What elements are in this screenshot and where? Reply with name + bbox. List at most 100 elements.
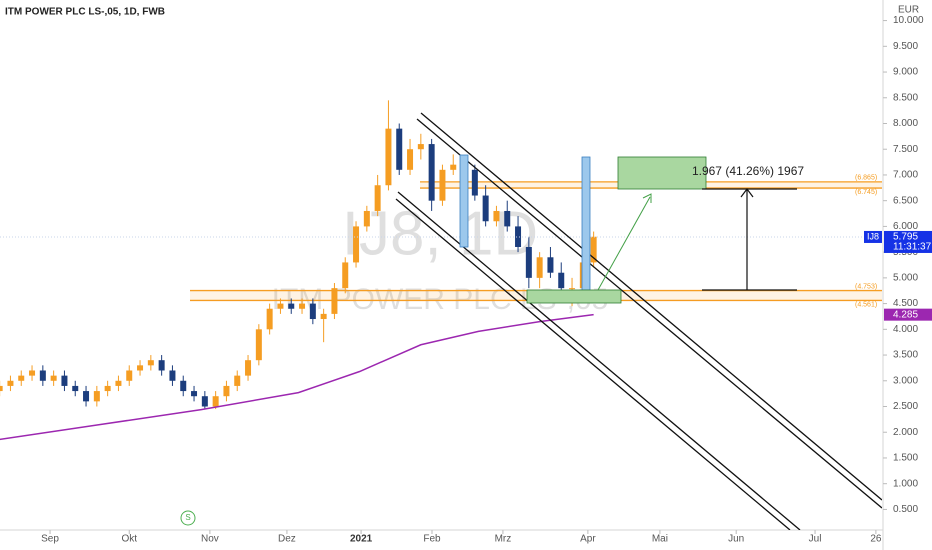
candle-body (169, 370, 176, 381)
candle-body (439, 169, 446, 201)
candle-body (504, 210, 511, 227)
candle-body (234, 375, 241, 386)
candle-body (353, 226, 360, 263)
channel-line (397, 191, 801, 530)
x-tick-label: Mai (652, 534, 668, 545)
candle-body (363, 210, 370, 227)
highlight-box (581, 156, 591, 291)
candle-body (29, 370, 36, 376)
candle-body (158, 360, 165, 371)
candle-body (245, 360, 252, 376)
y-tick-label: 0.500 (893, 504, 918, 515)
candle-body (385, 128, 392, 186)
y-tick-label: 6.000 (893, 221, 918, 232)
candle-body (320, 313, 327, 320)
candle-body (83, 391, 90, 402)
candle-body (126, 370, 133, 381)
target-box (617, 156, 707, 190)
channel-line (395, 198, 791, 530)
candle-body (299, 303, 306, 309)
x-tick-label: Sep (41, 534, 59, 545)
candle-body (93, 391, 100, 402)
candle-body (72, 385, 79, 392)
candle-body (428, 144, 435, 201)
candle-body (61, 375, 68, 386)
drawings (395, 112, 882, 530)
candle-body (115, 380, 122, 386)
candle-body (450, 164, 457, 170)
candle-body (201, 396, 208, 407)
y-tick-label: 8.000 (893, 118, 918, 129)
arrow-head (642, 193, 652, 203)
candle-body (7, 380, 14, 386)
candle-body (558, 272, 565, 289)
y-tick-label: 1.500 (893, 453, 918, 464)
candle-body (180, 380, 187, 392)
y-tick-label: 7.000 (893, 170, 918, 181)
x-tick-label: 2021 (350, 534, 373, 545)
candle-body (536, 257, 543, 278)
x-tick-label: Feb (423, 534, 441, 545)
candle-body (212, 396, 219, 407)
level-label: (6.745) (855, 189, 877, 196)
y-tick-label: 4.500 (893, 298, 918, 309)
currency-label: EUR (898, 5, 919, 16)
price-tag (884, 230, 932, 253)
x-tick-label: Nov (201, 534, 219, 545)
y-tick-label: 5.000 (893, 273, 918, 284)
candle-body (50, 375, 57, 381)
y-tick-label: 8.500 (893, 92, 918, 103)
candle-body (417, 144, 424, 150)
candle-body (525, 246, 532, 278)
y-tick-label: 10.000 (893, 15, 924, 26)
candle-body (342, 262, 349, 289)
x-tick-label: 26 (870, 534, 882, 545)
candle-body (407, 149, 414, 170)
candle-body (255, 329, 262, 361)
candle-body (482, 195, 489, 222)
candle-body (277, 303, 284, 309)
candle-body (147, 360, 154, 366)
candle-body (493, 210, 500, 222)
candle-body (309, 303, 316, 320)
x-tick-label: Mrz (495, 534, 512, 545)
x-tick-label: Apr (580, 534, 596, 545)
logo-text: S (185, 513, 190, 522)
candle-body (471, 169, 478, 196)
candle-body (191, 391, 198, 397)
candle-body (515, 226, 522, 247)
candle-body (0, 385, 3, 392)
ma-price-tag (884, 308, 932, 321)
candle-body (569, 288, 576, 290)
candle-body (137, 365, 144, 371)
x-tick-label: Dez (278, 534, 296, 545)
level-label: (4.561) (855, 301, 877, 308)
measure-label: 1.967 (41.26%) 1967 (692, 164, 804, 178)
candle-body (223, 385, 230, 397)
y-tick-label: 2.500 (893, 401, 918, 412)
highlight-box (459, 154, 469, 248)
candle-body (18, 375, 25, 381)
y-tick-label: 1.000 (893, 478, 918, 489)
time-tag-text: 11:31:37 (893, 242, 932, 253)
y-tick-label: 3.000 (893, 375, 918, 386)
level-label: (4.753) (855, 283, 877, 290)
candle-body (590, 236, 597, 263)
candle-body (396, 128, 403, 170)
y-tick-label: 3.500 (893, 350, 918, 361)
y-tick-label: 9.500 (893, 41, 918, 52)
arrow-head (740, 188, 754, 198)
channel-line (416, 118, 882, 509)
price-tag-text: 5.795 (893, 232, 918, 243)
y-tick-label: 7.500 (893, 144, 918, 155)
ma-price-tag-text: 4.285 (893, 309, 918, 320)
level-label: (6.865) (855, 175, 877, 182)
candle-body (266, 308, 273, 330)
watermark-symbol: IJ8, 1D (342, 199, 538, 268)
moving-average (0, 313, 594, 441)
candle-body (547, 257, 554, 273)
x-tick-label: Okt (121, 534, 137, 545)
y-tick-label: 6.500 (893, 195, 918, 206)
